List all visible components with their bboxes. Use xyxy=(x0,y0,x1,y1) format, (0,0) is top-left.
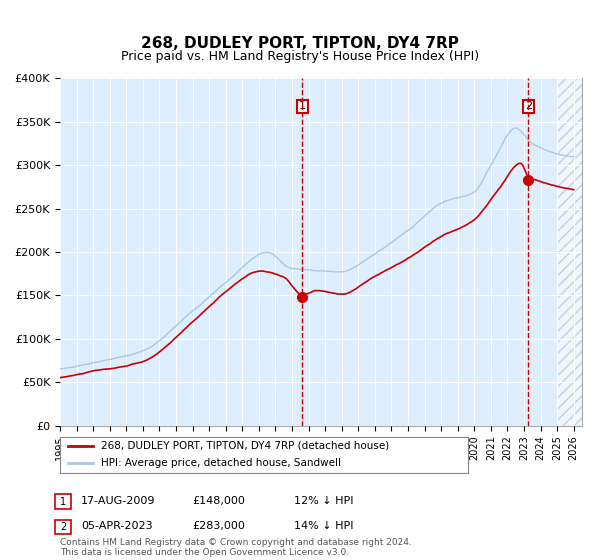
Bar xyxy=(557,78,582,426)
Text: HPI: Average price, detached house, Sandwell: HPI: Average price, detached house, Sand… xyxy=(101,458,341,468)
Text: 17-AUG-2009: 17-AUG-2009 xyxy=(81,496,155,506)
Text: £283,000: £283,000 xyxy=(192,521,245,531)
Text: 14% ↓ HPI: 14% ↓ HPI xyxy=(294,521,353,531)
Text: 12% ↓ HPI: 12% ↓ HPI xyxy=(294,496,353,506)
Text: 2: 2 xyxy=(60,522,66,532)
Text: Price paid vs. HM Land Registry's House Price Index (HPI): Price paid vs. HM Land Registry's House … xyxy=(121,50,479,63)
Text: Contains HM Land Registry data © Crown copyright and database right 2024.
This d: Contains HM Land Registry data © Crown c… xyxy=(60,538,412,557)
Text: 1: 1 xyxy=(60,497,66,507)
Text: £148,000: £148,000 xyxy=(192,496,245,506)
Text: 268, DUDLEY PORT, TIPTON, DY4 7RP: 268, DUDLEY PORT, TIPTON, DY4 7RP xyxy=(141,36,459,52)
Text: 05-APR-2023: 05-APR-2023 xyxy=(81,521,152,531)
Text: 1: 1 xyxy=(299,101,306,111)
Text: 2: 2 xyxy=(525,101,532,111)
Text: 268, DUDLEY PORT, TIPTON, DY4 7RP (detached house): 268, DUDLEY PORT, TIPTON, DY4 7RP (detac… xyxy=(101,441,389,451)
